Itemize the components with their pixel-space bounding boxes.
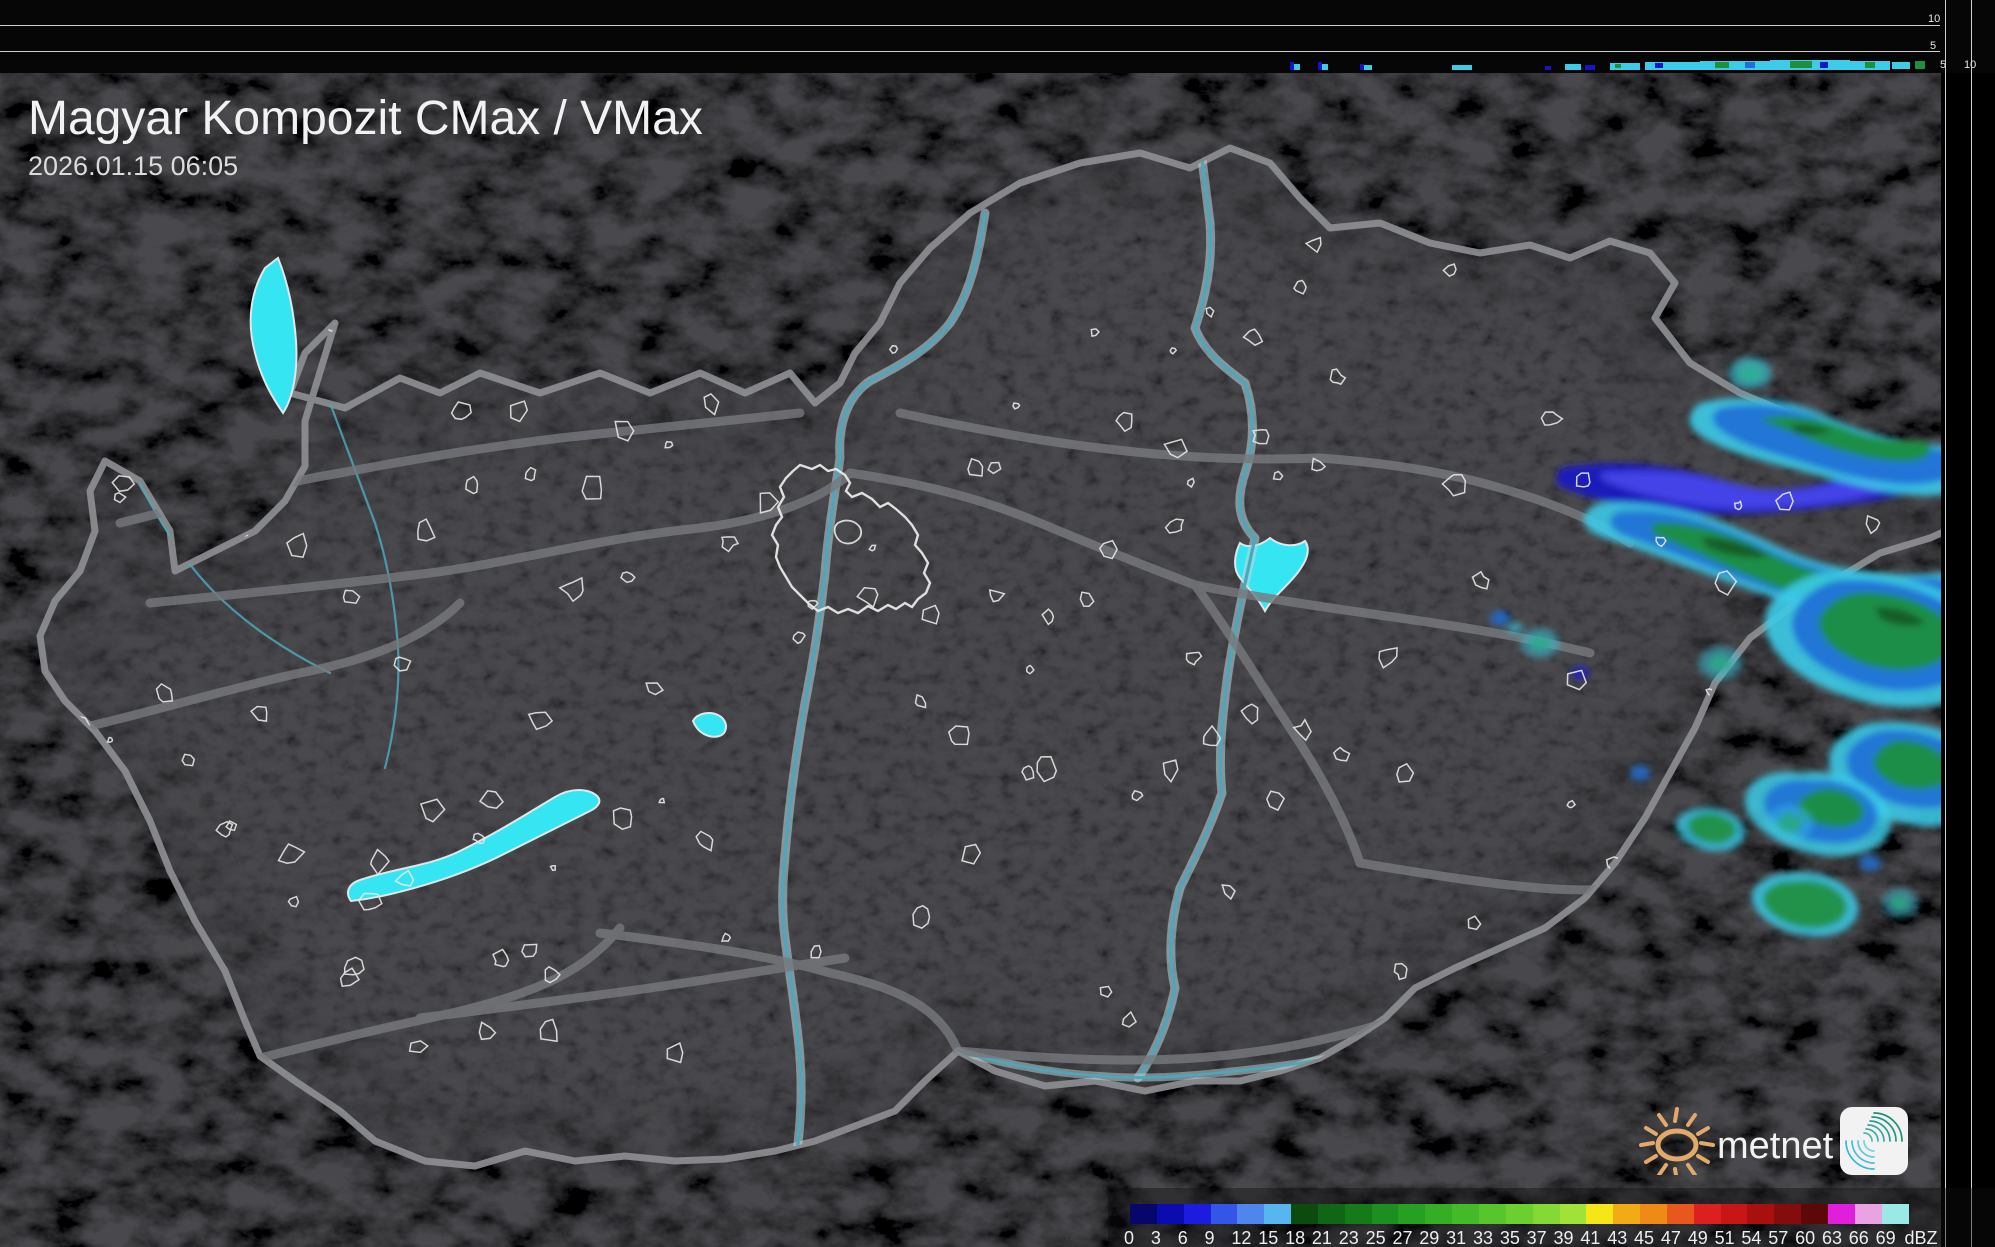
svg-text:metnet: metnet — [1717, 1125, 1834, 1167]
